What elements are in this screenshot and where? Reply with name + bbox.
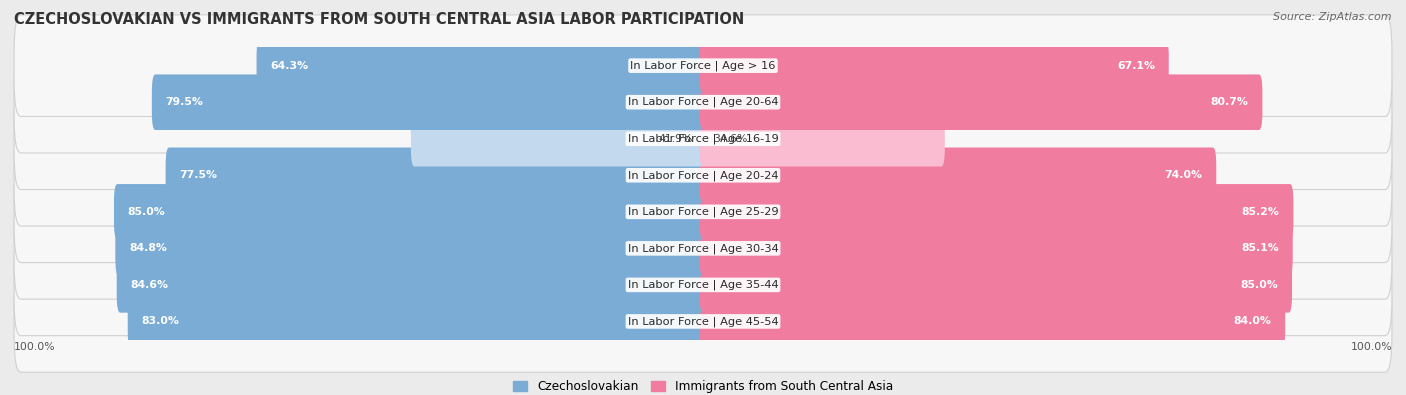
Text: 84.0%: 84.0% [1233,316,1271,326]
Text: In Labor Force | Age 20-24: In Labor Force | Age 20-24 [627,170,779,181]
FancyBboxPatch shape [14,88,1392,190]
Text: 85.0%: 85.0% [128,207,166,217]
Text: 41.9%: 41.9% [658,134,693,144]
FancyBboxPatch shape [700,147,1216,203]
Text: 85.0%: 85.0% [1240,280,1278,290]
Text: In Labor Force | Age 35-44: In Labor Force | Age 35-44 [627,280,779,290]
FancyBboxPatch shape [14,271,1392,372]
FancyBboxPatch shape [14,198,1392,299]
Text: 79.5%: 79.5% [166,97,204,107]
Text: 34.6%: 34.6% [713,134,748,144]
FancyBboxPatch shape [700,257,1292,313]
Text: 67.1%: 67.1% [1116,61,1154,71]
FancyBboxPatch shape [700,74,1263,130]
FancyBboxPatch shape [700,220,1292,276]
Text: In Labor Force | Age 16-19: In Labor Force | Age 16-19 [627,134,779,144]
FancyBboxPatch shape [14,124,1392,226]
Text: In Labor Force | Age 30-34: In Labor Force | Age 30-34 [627,243,779,254]
FancyBboxPatch shape [14,161,1392,263]
Text: In Labor Force | Age 20-64: In Labor Force | Age 20-64 [627,97,779,107]
Text: In Labor Force | Age > 16: In Labor Force | Age > 16 [630,60,776,71]
FancyBboxPatch shape [14,234,1392,336]
FancyBboxPatch shape [700,184,1294,240]
FancyBboxPatch shape [411,111,706,167]
Text: Source: ZipAtlas.com: Source: ZipAtlas.com [1274,12,1392,22]
FancyBboxPatch shape [700,38,1168,94]
FancyBboxPatch shape [114,184,706,240]
Text: In Labor Force | Age 45-54: In Labor Force | Age 45-54 [627,316,779,327]
Text: 84.6%: 84.6% [131,280,169,290]
FancyBboxPatch shape [152,74,706,130]
Text: 83.0%: 83.0% [142,316,180,326]
FancyBboxPatch shape [14,51,1392,153]
FancyBboxPatch shape [166,147,706,203]
FancyBboxPatch shape [117,257,706,313]
Text: 77.5%: 77.5% [180,170,218,180]
Text: 64.3%: 64.3% [270,61,308,71]
FancyBboxPatch shape [128,293,706,349]
Text: 85.1%: 85.1% [1241,243,1279,253]
FancyBboxPatch shape [115,220,706,276]
FancyBboxPatch shape [700,111,945,167]
Text: 85.2%: 85.2% [1241,207,1279,217]
Text: 100.0%: 100.0% [14,342,56,352]
Text: 84.8%: 84.8% [129,243,167,253]
FancyBboxPatch shape [14,15,1392,117]
Legend: Czechoslovakian, Immigrants from South Central Asia: Czechoslovakian, Immigrants from South C… [508,375,898,395]
FancyBboxPatch shape [256,38,706,94]
Text: 80.7%: 80.7% [1211,97,1249,107]
Text: 74.0%: 74.0% [1164,170,1202,180]
Text: 100.0%: 100.0% [1350,342,1392,352]
FancyBboxPatch shape [700,293,1285,349]
Text: CZECHOSLOVAKIAN VS IMMIGRANTS FROM SOUTH CENTRAL ASIA LABOR PARTICIPATION: CZECHOSLOVAKIAN VS IMMIGRANTS FROM SOUTH… [14,12,744,27]
Text: In Labor Force | Age 25-29: In Labor Force | Age 25-29 [627,207,779,217]
